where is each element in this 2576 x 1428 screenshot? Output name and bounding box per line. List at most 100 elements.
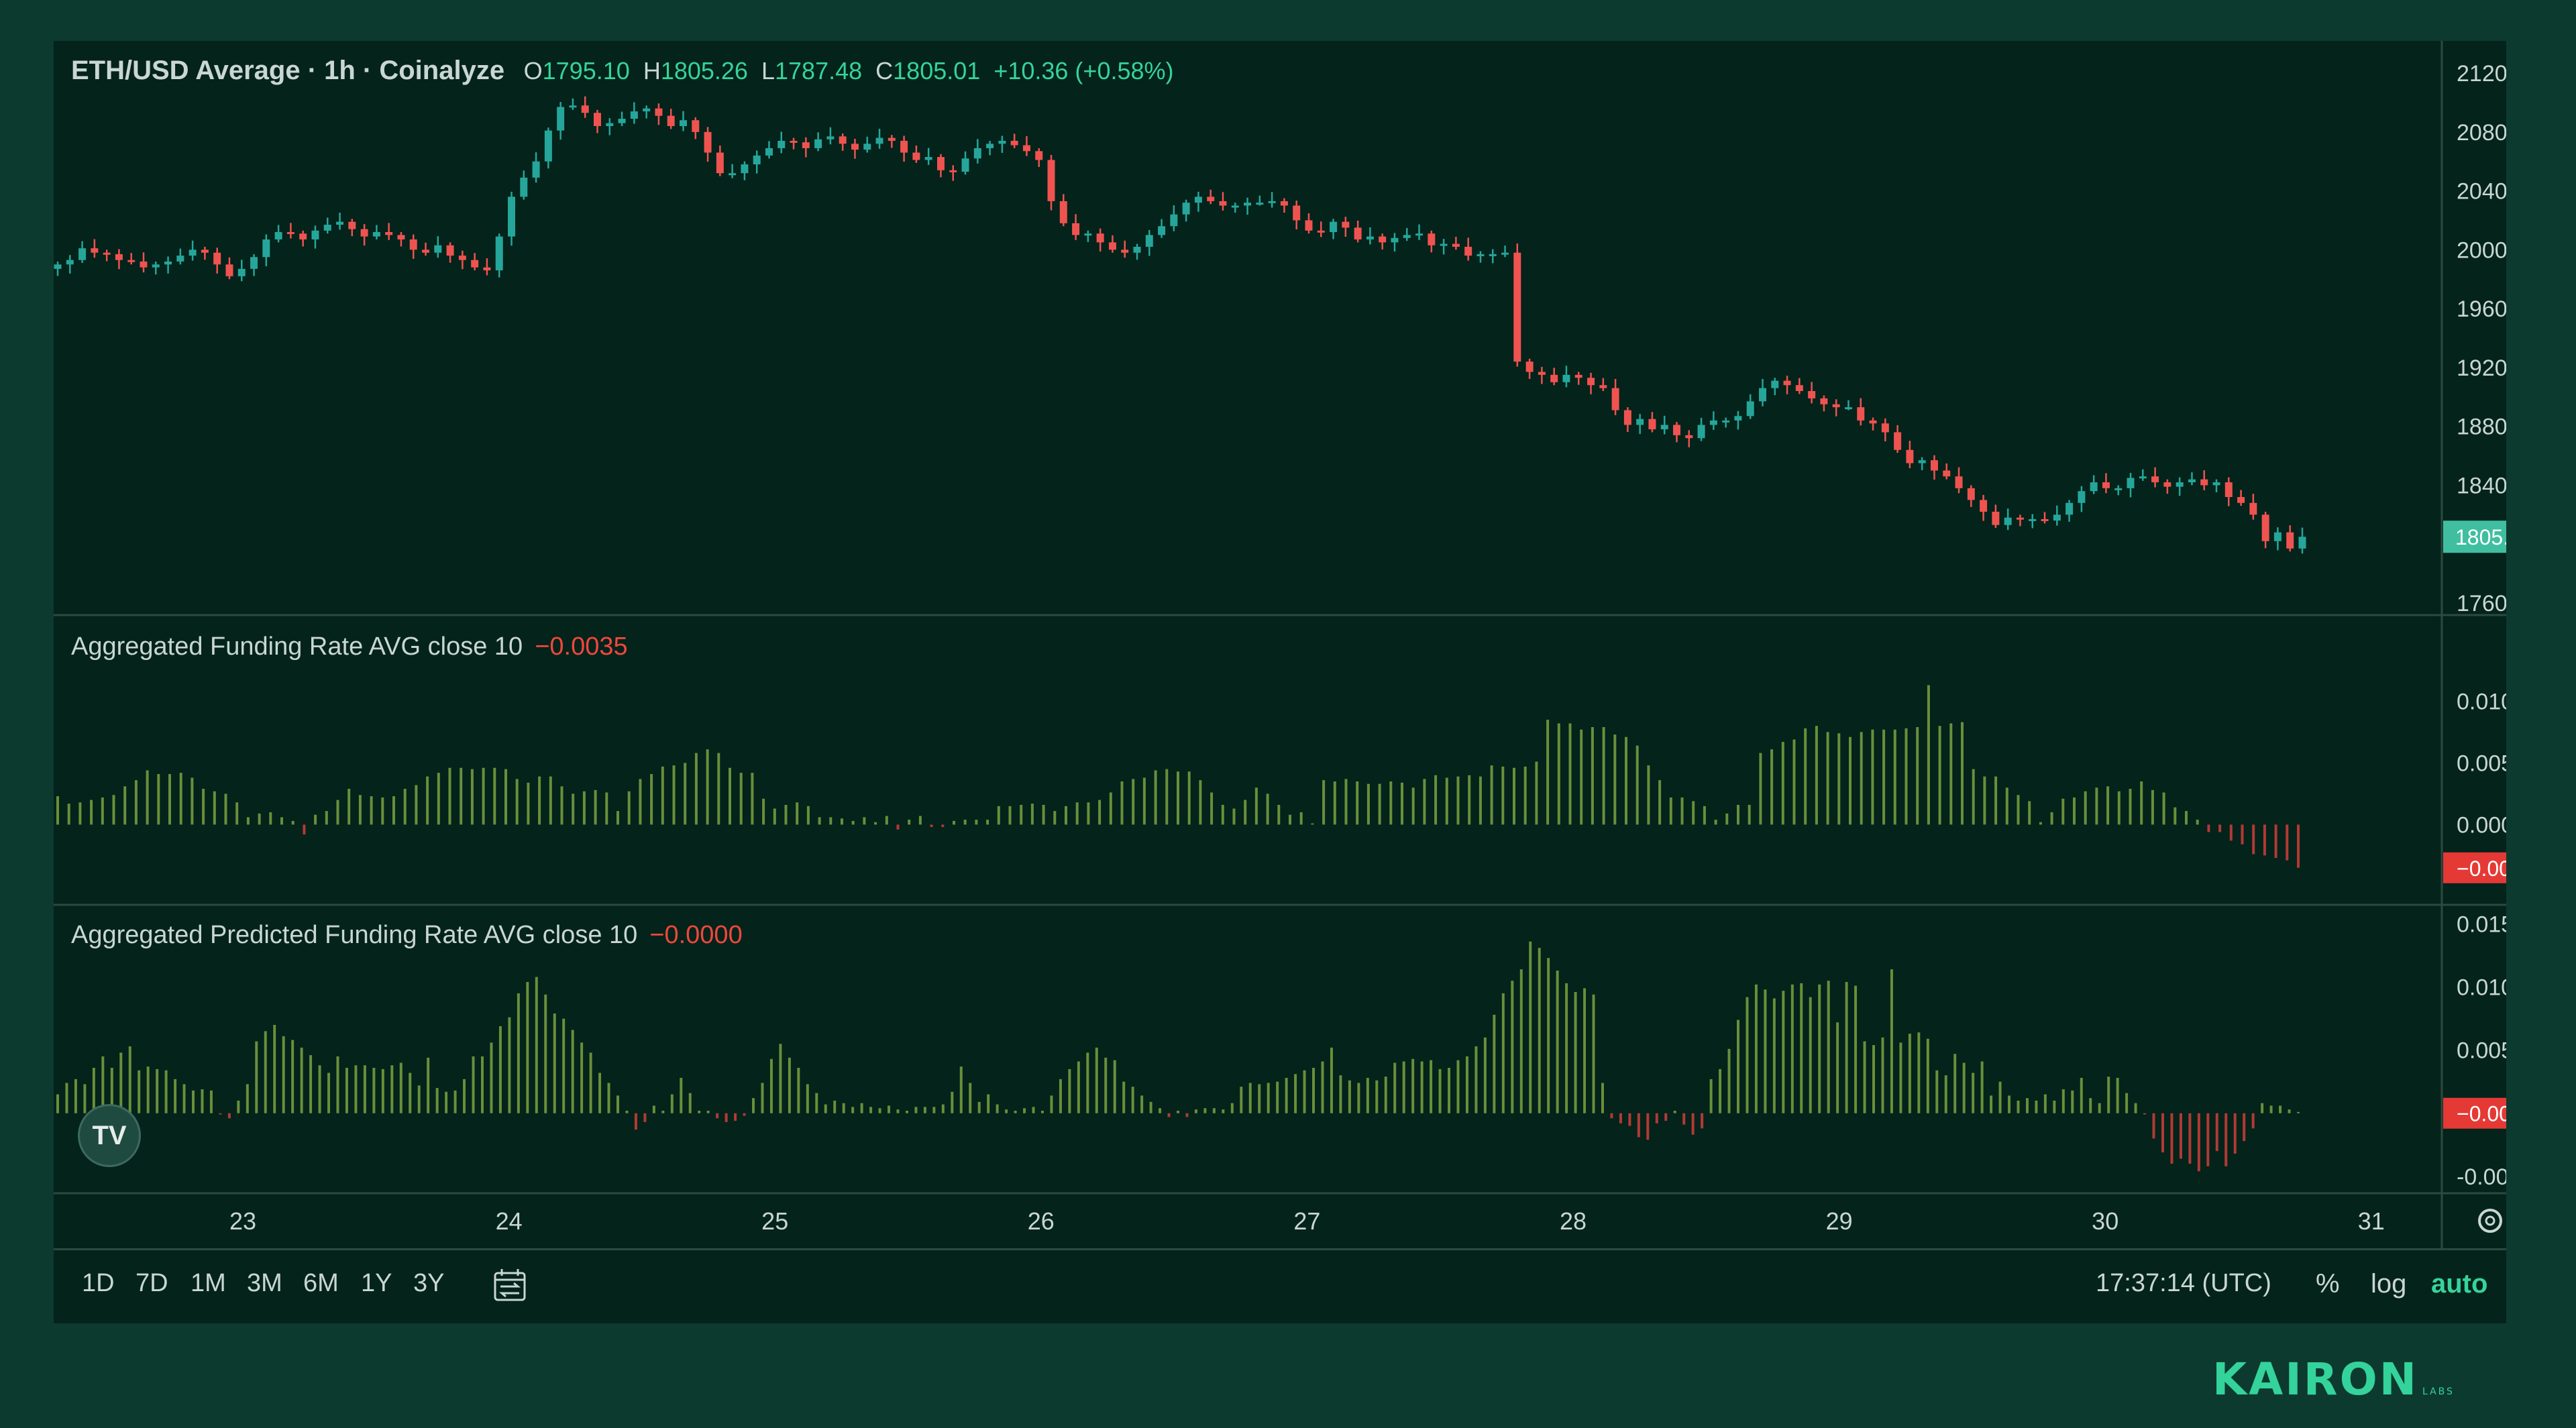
candle bbox=[1489, 254, 1497, 256]
tradingview-logo-icon[interactable]: TV bbox=[78, 1104, 141, 1167]
funding-axis-tick: 0.0000 bbox=[2457, 812, 2506, 838]
candle bbox=[1096, 233, 1104, 243]
candle bbox=[54, 264, 62, 269]
candle bbox=[1992, 511, 2000, 525]
candle bbox=[262, 239, 270, 258]
candle bbox=[961, 158, 969, 172]
log-scale-button[interactable]: log bbox=[2371, 1269, 2407, 1299]
candles bbox=[54, 96, 2306, 554]
candle bbox=[741, 164, 749, 174]
predicted-axis-tick: -0.0050 bbox=[2457, 1164, 2506, 1190]
calendar-range-icon[interactable] bbox=[491, 1266, 529, 1304]
candle bbox=[1072, 223, 1080, 235]
candle bbox=[1918, 460, 1926, 463]
predicted-funding-value: −0.0000 bbox=[649, 921, 743, 949]
candle bbox=[1734, 416, 1742, 421]
candle bbox=[2212, 482, 2220, 486]
range-3y-button[interactable]: 3Y bbox=[413, 1269, 445, 1297]
candle bbox=[2090, 482, 2098, 492]
candle bbox=[2151, 476, 2159, 483]
candle bbox=[385, 232, 393, 235]
candle bbox=[716, 152, 724, 174]
range-1y-button[interactable]: 1Y bbox=[361, 1269, 392, 1297]
candle bbox=[189, 250, 197, 256]
candle bbox=[164, 261, 172, 265]
candle bbox=[777, 140, 786, 148]
candle bbox=[1930, 460, 1938, 471]
candle bbox=[1697, 425, 1705, 439]
candle bbox=[729, 173, 737, 176]
candle bbox=[544, 130, 552, 162]
candle bbox=[1194, 197, 1202, 203]
funding-value-badge bbox=[2443, 852, 2506, 883]
candle bbox=[1525, 362, 1534, 372]
candle bbox=[1673, 425, 1681, 435]
candle bbox=[692, 120, 700, 132]
utc-clock[interactable]: 17:37:14 (UTC) bbox=[2096, 1269, 2271, 1297]
candle bbox=[299, 233, 307, 239]
candle bbox=[1084, 233, 1092, 236]
candle bbox=[1379, 236, 1387, 243]
candle bbox=[311, 230, 319, 239]
candle bbox=[1010, 140, 1018, 146]
candle bbox=[1967, 488, 1975, 500]
funding-rate-title[interactable]: Aggregated Funding Rate AVG close 10 bbox=[71, 633, 523, 661]
range-1m-button[interactable]: 1M bbox=[191, 1269, 226, 1297]
candle bbox=[667, 115, 675, 126]
candle bbox=[2188, 479, 2196, 483]
price-axis-tick: 1880.00 bbox=[2457, 415, 2506, 440]
symbol-title[interactable]: ETH/USD Average · 1h · Coinalyze bbox=[71, 56, 505, 85]
candle bbox=[1440, 243, 1448, 246]
candle bbox=[1170, 214, 1178, 227]
candle bbox=[1354, 227, 1362, 239]
candle bbox=[2102, 482, 2110, 488]
candle bbox=[1059, 201, 1067, 223]
percent-scale-button[interactable]: % bbox=[2316, 1269, 2340, 1299]
candle bbox=[520, 177, 528, 197]
candle bbox=[1501, 252, 1509, 255]
candle bbox=[532, 161, 540, 178]
candle bbox=[1943, 470, 1951, 477]
candle bbox=[802, 142, 810, 148]
candle bbox=[483, 267, 491, 271]
high-value: 1805.26 bbox=[660, 57, 748, 85]
price-axis-tick: 1920.00 bbox=[2457, 355, 2506, 381]
candle bbox=[1342, 221, 1350, 228]
candle bbox=[140, 261, 148, 268]
candle bbox=[1305, 220, 1313, 231]
candle bbox=[2139, 476, 2147, 479]
candle bbox=[1636, 419, 1644, 425]
candle bbox=[1722, 420, 1730, 423]
chart-canvas[interactable]: 2120.00 2080.00 2040.00 2000.00 1960.00 1920.… bbox=[54, 41, 2506, 1323]
range-1d-button[interactable]: 1D bbox=[82, 1269, 115, 1297]
candle bbox=[1857, 407, 1865, 421]
range-3m-button[interactable]: 3M bbox=[247, 1269, 282, 1297]
candle bbox=[924, 157, 932, 160]
open-label: O bbox=[523, 57, 543, 85]
price-legend: ETH/USD Average · 1h · Coinalyze O1795.1… bbox=[71, 56, 1174, 86]
candle bbox=[2127, 478, 2135, 488]
gear-icon[interactable] bbox=[2478, 1209, 2502, 1233]
chart-panel[interactable]: 2120.00 2080.00 2040.00 2000.00 1960.00 1920.… bbox=[54, 41, 2506, 1323]
candle bbox=[1256, 203, 1264, 205]
candle bbox=[655, 108, 663, 116]
auto-scale-button[interactable]: auto bbox=[2431, 1269, 2488, 1299]
candle bbox=[973, 148, 981, 159]
predicted-funding-title[interactable]: Aggregated Predicted Funding Rate AVG cl… bbox=[71, 921, 638, 949]
candle bbox=[1881, 423, 1889, 433]
candle bbox=[912, 152, 920, 160]
candle bbox=[2249, 502, 2257, 515]
candle bbox=[998, 140, 1006, 144]
time-axis-tick: 30 bbox=[2092, 1207, 2118, 1235]
candle bbox=[2163, 482, 2171, 487]
candle bbox=[458, 256, 466, 260]
range-6m-button[interactable]: 6M bbox=[303, 1269, 339, 1297]
candle bbox=[2176, 482, 2184, 487]
range-7d-button[interactable]: 7D bbox=[136, 1269, 168, 1297]
candle bbox=[1207, 197, 1215, 201]
histogram-bars bbox=[56, 685, 2300, 868]
candle bbox=[446, 245, 454, 256]
candle bbox=[1660, 425, 1668, 430]
candle bbox=[1108, 242, 1116, 250]
candle bbox=[1980, 500, 1988, 512]
